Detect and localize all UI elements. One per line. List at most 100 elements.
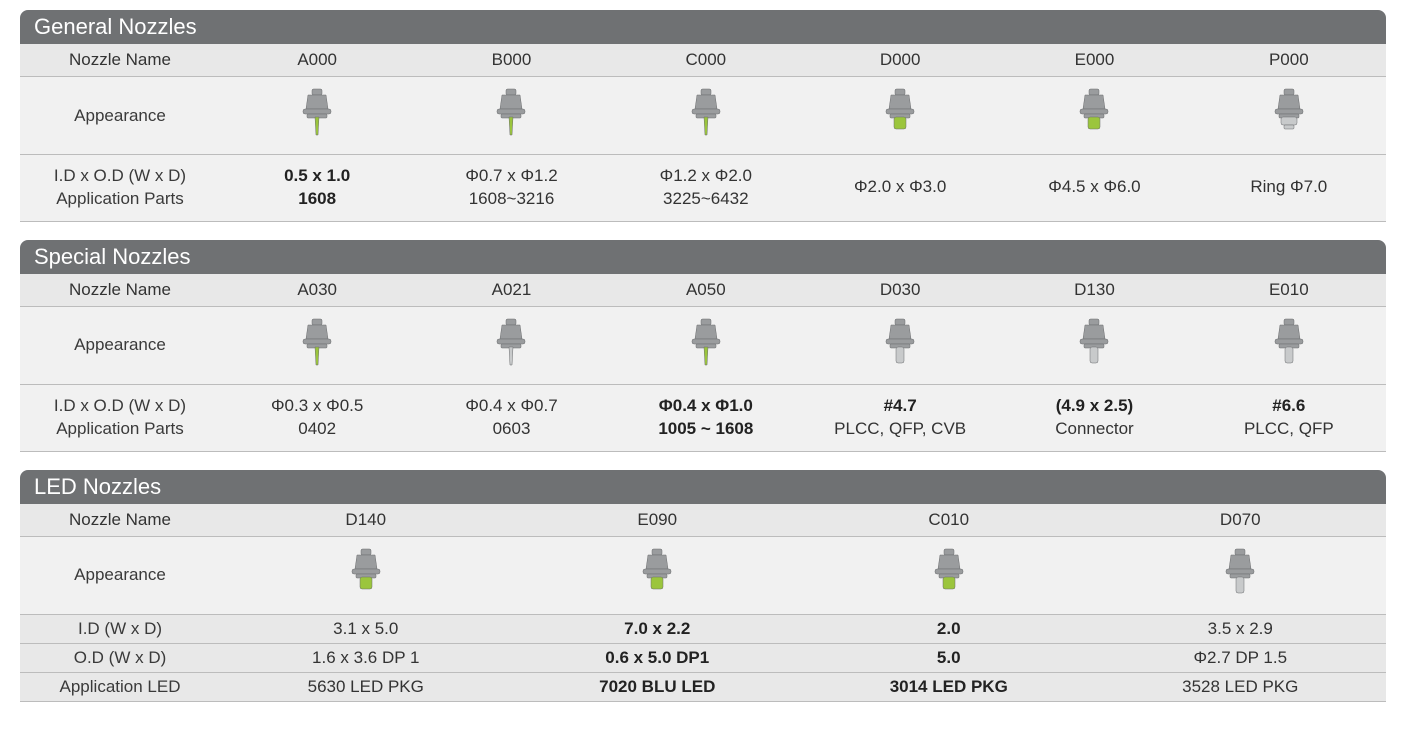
table-header-row: Nozzle Name A000 B000 C000 D000 E000 P00…	[20, 44, 1386, 77]
dims-value: Φ2.0 x Φ3.0	[807, 176, 993, 199]
nozzle-name-cell: A000	[220, 44, 414, 77]
app-value: 7020 BLU LED	[512, 672, 804, 701]
nozzle-icon	[489, 317, 533, 374]
id-row: I.D (W x D) 3.1 x 5.0 7.0 x 2.2 2.0 3.5 …	[20, 614, 1386, 643]
id-value: 2.0	[803, 614, 1095, 643]
nozzle-name-cell: D130	[997, 274, 1191, 307]
spec-cell: Φ0.4 x Φ1.0 1005 ~ 1608	[609, 384, 803, 451]
nozzle-icon	[684, 317, 728, 374]
col-appearance: Appearance	[20, 77, 220, 155]
nozzle-icon	[635, 547, 679, 604]
id-od-label: I.D x O.D (W x D)	[24, 165, 216, 188]
dims-value: (4.9 x 2.5)	[1001, 395, 1187, 418]
nozzle-icon	[927, 547, 971, 604]
nozzle-icon	[1267, 87, 1311, 144]
od-value: 1.6 x 3.6 DP 1	[220, 643, 512, 672]
table-header-row: Nozzle Name A030 A021 A050 D030 D130 E01…	[20, 274, 1386, 307]
spec-cell: #4.7 PLCC, QFP, CVB	[803, 384, 997, 451]
nozzle-name-cell: D030	[803, 274, 997, 307]
dims-value: Φ0.4 x Φ1.0	[613, 395, 799, 418]
appearance-row: Appearance	[20, 536, 1386, 614]
col-id: I.D (W x D)	[20, 614, 220, 643]
col-spec: I.D x O.D (W x D) Application Parts	[20, 155, 220, 222]
nozzle-icon	[489, 87, 533, 144]
spec-cell: Φ0.3 x Φ0.5 0402	[220, 384, 414, 451]
nozzle-icon	[1072, 87, 1116, 144]
parts-value: 0402	[224, 418, 410, 441]
col-nozzle-name: Nozzle Name	[20, 44, 220, 77]
dims-value: Φ0.4 x Φ0.7	[418, 395, 604, 418]
od-value: Φ2.7 DP 1.5	[1095, 643, 1387, 672]
app-value: 5630 LED PKG	[220, 672, 512, 701]
nozzle-appearance-cell	[220, 536, 512, 614]
special-nozzles-table: Nozzle Name A030 A021 A050 D030 D130 E01…	[20, 274, 1386, 452]
spec-cell: Ring Φ7.0	[1192, 155, 1386, 222]
parts-value: 0603	[418, 418, 604, 441]
id-value: 3.5 x 2.9	[1095, 614, 1387, 643]
col-nozzle-name: Nozzle Name	[20, 274, 220, 307]
dims-value: Φ1.2 x Φ2.0	[613, 165, 799, 188]
dims-value: 0.5 x 1.0	[224, 165, 410, 188]
parts-value: 3225~6432	[613, 188, 799, 211]
nozzle-icon	[878, 317, 922, 374]
spec-cell: Φ0.7 x Φ1.2 1608~3216	[414, 155, 608, 222]
section-special-nozzles: Special Nozzles Nozzle Name A030 A021 A0…	[20, 240, 1386, 452]
nozzle-icon	[1267, 317, 1311, 374]
id-value: 3.1 x 5.0	[220, 614, 512, 643]
app-value: 3014 LED PKG	[803, 672, 1095, 701]
nozzle-name-cell: C000	[609, 44, 803, 77]
section-led-nozzles: LED Nozzles Nozzle Name D140 E090 C010 D…	[20, 470, 1386, 702]
col-appearance: Appearance	[20, 536, 220, 614]
application-parts-label: Application Parts	[24, 188, 216, 211]
nozzle-appearance-cell	[1192, 77, 1386, 155]
nozzle-name-cell: E000	[997, 44, 1191, 77]
nozzle-name-cell: A030	[220, 274, 414, 307]
nozzle-name-cell: E010	[1192, 274, 1386, 307]
nozzle-name-cell: D140	[220, 504, 512, 537]
col-nozzle-name: Nozzle Name	[20, 504, 220, 537]
dims-value: #4.7	[807, 395, 993, 418]
table-header-row: Nozzle Name D140 E090 C010 D070	[20, 504, 1386, 537]
dims-value: Ring Φ7.0	[1196, 176, 1382, 199]
parts-value: 1608~3216	[418, 188, 604, 211]
nozzle-appearance-cell	[609, 77, 803, 155]
od-value: 5.0	[803, 643, 1095, 672]
nozzle-icon	[1218, 547, 1262, 604]
col-od: O.D (W x D)	[20, 643, 220, 672]
spec-cell: 0.5 x 1.0 1608	[220, 155, 414, 222]
nozzle-appearance-cell	[609, 306, 803, 384]
nozzle-appearance-cell	[1095, 536, 1387, 614]
nozzle-name-cell: A050	[609, 274, 803, 307]
id-value: 7.0 x 2.2	[512, 614, 804, 643]
nozzle-name-cell: E090	[512, 504, 804, 537]
dims-value: Φ0.3 x Φ0.5	[224, 395, 410, 418]
nozzle-appearance-cell	[220, 306, 414, 384]
spec-cell: Φ2.0 x Φ3.0	[803, 155, 997, 222]
nozzle-icon	[344, 547, 388, 604]
nozzle-appearance-cell	[997, 77, 1191, 155]
spec-row: I.D x O.D (W x D) Application Parts Φ0.3…	[20, 384, 1386, 451]
nozzle-appearance-cell	[1192, 306, 1386, 384]
appearance-row: Appearance	[20, 306, 1386, 384]
spec-row: I.D x O.D (W x D) Application Parts 0.5 …	[20, 155, 1386, 222]
nozzle-name-cell: D000	[803, 44, 997, 77]
nozzle-appearance-cell	[414, 306, 608, 384]
led-nozzles-table: Nozzle Name D140 E090 C010 D070 Appearan…	[20, 504, 1386, 702]
nozzle-appearance-cell	[803, 536, 1095, 614]
application-parts-label: Application Parts	[24, 418, 216, 441]
parts-value: 1005 ~ 1608	[613, 418, 799, 441]
nozzle-name-cell: D070	[1095, 504, 1387, 537]
spec-cell: Φ1.2 x Φ2.0 3225~6432	[609, 155, 803, 222]
parts-value: 1608	[224, 188, 410, 211]
dims-value: Φ4.5 x Φ6.0	[1001, 176, 1187, 199]
section-title: LED Nozzles	[20, 470, 1386, 504]
nozzle-name-cell: P000	[1192, 44, 1386, 77]
nozzle-icon	[295, 317, 339, 374]
nozzle-name-cell: C010	[803, 504, 1095, 537]
nozzle-icon	[295, 87, 339, 144]
nozzle-name-cell: B000	[414, 44, 608, 77]
nozzle-appearance-cell	[997, 306, 1191, 384]
spec-cell: Φ0.4 x Φ0.7 0603	[414, 384, 608, 451]
section-title: General Nozzles	[20, 10, 1386, 44]
nozzle-icon	[878, 87, 922, 144]
